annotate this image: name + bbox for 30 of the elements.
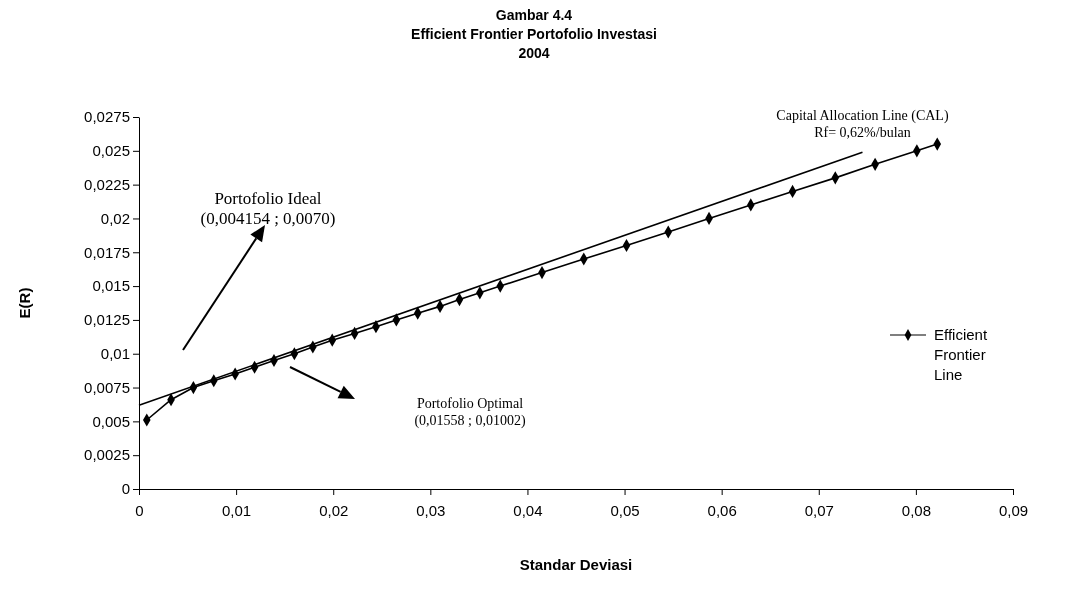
x-tick-label: 0,09 — [998, 502, 1029, 519]
chart-title: Gambar 4.4 — [495, 7, 573, 23]
y-tick-label: 0,005 — [92, 412, 130, 430]
y-tick-label: 0,0075 — [84, 378, 130, 396]
x-tick-label: 0 — [135, 502, 144, 519]
x-axis-title: Standar Deviasi — [519, 556, 633, 573]
x-tick-label: 0,03 — [416, 502, 446, 519]
y-tick-label: 0,0175 — [84, 243, 130, 261]
y-tick-label: 0,015 — [92, 277, 130, 295]
y-tick-label: 0,0275 — [84, 108, 130, 126]
y-tick-label: 0,025 — [92, 142, 130, 160]
x-tick-label: 0,08 — [901, 502, 931, 519]
chart-subtitle: Efficient Frontier Portofolio Investasi 2004 — [411, 26, 657, 61]
y-tick-label: 0,0225 — [84, 175, 130, 193]
annotation: Portofolio Ideal (0,004154 ; 0,0070) — [200, 189, 336, 228]
y-tick-label: 0,0125 — [84, 311, 130, 329]
y-tick-label: 0,0025 — [84, 446, 130, 464]
annotation: Capital Allocation Line (CAL) Rf= 0,62%/bulan — [776, 108, 949, 141]
annotation: Portofolio Optimal (0,01558 ; 0,01002) — [414, 396, 526, 429]
x-tick-label: 0,01 — [222, 502, 252, 519]
x-tick-label: 0,04 — [513, 502, 543, 519]
x-tick-label: 0,06 — [707, 502, 737, 519]
y-axis-title: E(R) — [16, 287, 33, 319]
y-tick-label: 0 — [121, 480, 130, 498]
y-tick-label: 0,01 — [100, 345, 130, 363]
x-tick-label: 0,02 — [319, 502, 349, 519]
x-tick-label: 0,05 — [610, 502, 640, 519]
legend-label: Efficient Frontier Line — [934, 326, 988, 383]
x-tick-label: 0,07 — [804, 502, 834, 519]
y-tick-label: 0,02 — [100, 209, 130, 227]
